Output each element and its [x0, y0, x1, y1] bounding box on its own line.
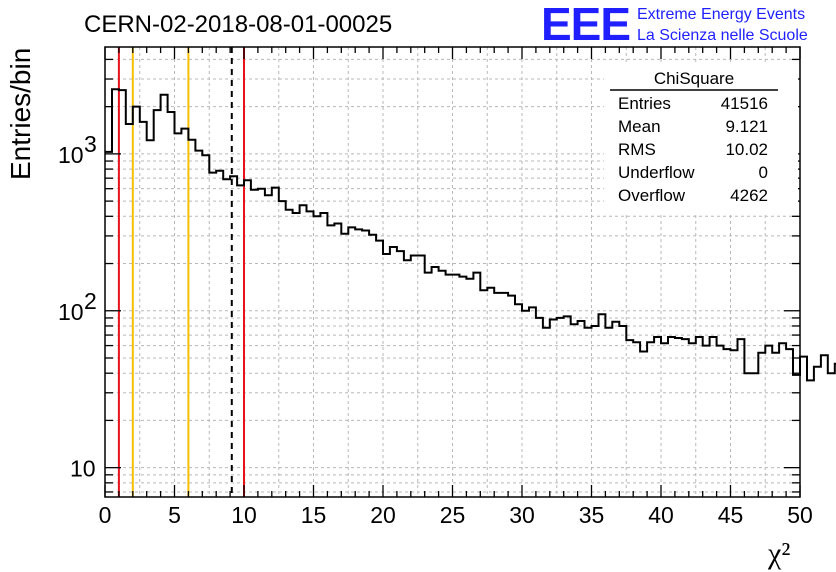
x-tick-label: 5: [168, 502, 181, 528]
x-tick-label: 50: [787, 502, 813, 528]
histogram-series: [105, 88, 836, 382]
stat-value-underflow: 0: [759, 163, 768, 182]
x-tick-label: 20: [370, 502, 396, 528]
stats-box-title: ChiSquare: [654, 69, 734, 88]
grid-lines: [105, 47, 800, 497]
vertical-marker-lines: [117, 47, 245, 497]
x-tick-labels: 0 5 10 15 20 25 30 35 40 45 50: [99, 502, 813, 528]
logo-letters: EEE: [541, 0, 630, 50]
stat-value-overflow: 4262: [730, 186, 768, 205]
x-tick-label: 35: [579, 502, 605, 528]
x-tick-label: 45: [718, 502, 744, 528]
y-tick-label-exponent: 3: [84, 131, 97, 157]
x-tick-label: 10: [231, 502, 257, 528]
y-tick-label-exponent: 2: [84, 288, 97, 314]
x-tick-label: 40: [648, 502, 674, 528]
x-axis-label: χ²: [767, 537, 790, 570]
stat-value-mean: 9.121: [725, 117, 768, 136]
logo-line-1: Extreme Energy Events: [637, 6, 805, 23]
y-tick-label: 10: [58, 142, 84, 168]
y-axis-label: Entries/bin: [5, 48, 36, 180]
x-tick-label: 25: [440, 502, 466, 528]
logo-line-2: La Scienza nelle Scuole: [637, 27, 808, 44]
y-tick-label: 10: [70, 456, 96, 482]
stat-label-entries: Entries: [618, 94, 671, 113]
y-tick-label: 10: [58, 299, 84, 325]
stat-label-rms: RMS: [618, 140, 656, 159]
eee-logo: EEE Extreme Energy Events La Scienza nel…: [541, 0, 808, 50]
x-tick-label: 0: [99, 502, 112, 528]
x-tick-label: 30: [509, 502, 535, 528]
stat-value-rms: 10.02: [725, 140, 768, 159]
stat-value-entries: 41516: [721, 94, 768, 113]
stat-label-overflow: Overflow: [618, 186, 686, 205]
stat-label-mean: Mean: [618, 117, 661, 136]
run-title: CERN-02-2018-08-01-00025: [84, 11, 392, 38]
stats-box: ChiSquare Entries 41516 Mean 9.121 RMS 1…: [604, 62, 798, 212]
x-tick-label: 15: [301, 502, 327, 528]
stat-label-underflow: Underflow: [618, 163, 695, 182]
stats-box-background: [604, 62, 798, 212]
